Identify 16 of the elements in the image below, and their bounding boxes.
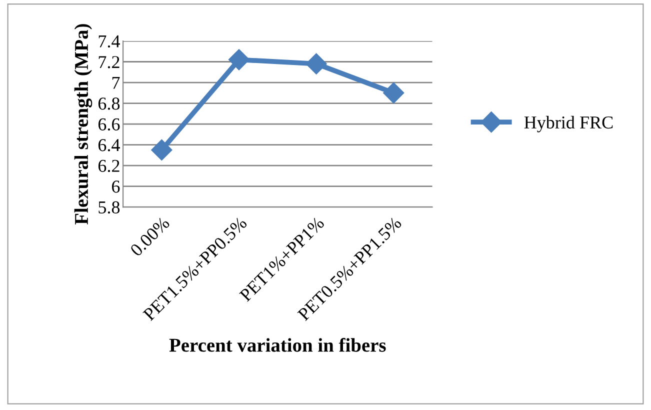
point (151, 139, 172, 160)
y-tick-label: 7 (112, 76, 120, 89)
y-tick-label: 5.8 (98, 201, 120, 214)
y-tick-label: 6 (112, 180, 120, 193)
y-axis-title: Flexural strength (MPa) (74, 24, 92, 224)
x-axis-title: Percent variation in fibers (169, 338, 386, 352)
y-tick-label: 6.8 (98, 98, 120, 110)
point (228, 49, 250, 70)
y-tick-label: 6.2 (98, 160, 120, 172)
legend-label: Hybrid FRC (524, 116, 613, 132)
point (383, 82, 404, 104)
y-tick-label: 7.4 (98, 35, 120, 48)
y-tick-label: 6.6 (98, 118, 120, 131)
y-tick-label: 6.4 (98, 139, 120, 152)
point (306, 53, 327, 74)
y-tick-label: 7.2 (98, 56, 120, 68)
